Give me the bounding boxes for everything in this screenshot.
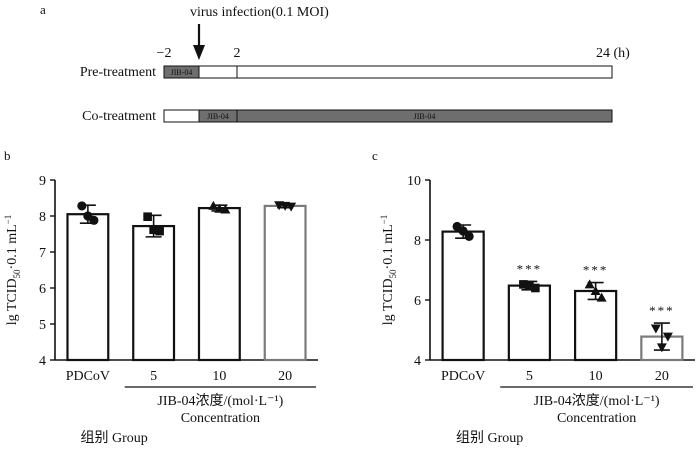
y-axis-label-main: lg TCID [381, 278, 396, 325]
y-axis-label-sub: 50 [388, 269, 398, 279]
bar [441, 230, 485, 362]
data-point [214, 203, 225, 213]
infection-arrow [193, 24, 205, 60]
data-point [286, 202, 297, 212]
significance-label: *** [517, 261, 543, 276]
y-axis-label-sub: 50 [12, 269, 22, 279]
data-point [149, 225, 158, 234]
x-axis-label-line: JIB-04浓度/(mol·L⁻¹) [534, 393, 660, 409]
y-axis-label: lg TCID50·0.1 mL−1 [3, 215, 22, 326]
x-tick-label: 20 [655, 369, 669, 384]
y-tick-label: 8 [39, 210, 46, 225]
data-point [280, 201, 291, 211]
data-point [662, 332, 673, 342]
y-tick-label: 8 [414, 234, 421, 249]
time-tick-label: 2 [234, 46, 241, 61]
x-axis-label-line: Concentration [557, 411, 636, 426]
y-tick-label: 5 [39, 318, 46, 333]
x-axis-label-line: 组别 Group [81, 430, 148, 446]
bar [507, 284, 552, 362]
y-axis-label-unit: ·0.1 mL [5, 224, 20, 269]
significance-label: *** [649, 303, 675, 318]
segment-label: JIB-04 [207, 112, 229, 121]
x-tick-label: PDCoV [441, 369, 485, 384]
bar [573, 289, 618, 362]
data-point [656, 343, 667, 353]
infection-label: virus infection(0.1 MOI) [190, 5, 329, 20]
timeline-row: Co-treatment JIB-04 JIB-04 [82, 109, 613, 124]
panel-letter: b [4, 148, 11, 163]
timeline-row: Pre-treatment JIB-04 [80, 65, 613, 80]
data-point [77, 201, 87, 211]
segment-label: JIB-04 [171, 68, 193, 77]
y-tick-label: 4 [39, 354, 46, 369]
data-point [531, 283, 540, 293]
y-tick-label: 6 [414, 294, 421, 309]
x-tick-label: PDCoV [66, 369, 110, 384]
bar [132, 224, 176, 362]
data-point [155, 226, 164, 236]
x-tick-label: 10 [212, 369, 226, 384]
y-tick-label: 10 [407, 174, 421, 189]
data-point [519, 280, 528, 289]
data-point [143, 212, 152, 222]
data-point [590, 286, 601, 295]
bar [66, 213, 110, 362]
y-tick-label: 4 [414, 354, 421, 369]
time-tick-label: 24 (h) [596, 46, 630, 61]
x-axis-label-line: JIB-04浓度/(mol·L⁻¹) [157, 393, 283, 409]
x-tick-label: 10 [589, 369, 603, 384]
row-label: Pre-treatment [80, 65, 156, 80]
timeline-segment [236, 65, 613, 79]
time-tick-label: −2 [157, 46, 172, 61]
panel-letter: c [372, 148, 378, 163]
data-point [525, 280, 534, 290]
panel-a-timeline: a virus infection(0.1 MOI) −2 2 24 (h) Pre… [40, 2, 630, 124]
significance-label: *** [583, 263, 609, 278]
timeline-segment [163, 109, 200, 123]
y-axis-label-unit: ·0.1 mL [381, 224, 396, 269]
data-point [83, 211, 93, 221]
y-tick-label: 6 [39, 282, 46, 297]
y-axis-label: lg TCID50·0.1 mL−1 [379, 215, 398, 326]
panel-a-letter: a [40, 2, 46, 17]
y-tick-label: 7 [39, 246, 46, 261]
row-label: Co-treatment [82, 109, 156, 124]
x-axis-label-line: Concentration [181, 411, 260, 426]
data-point [596, 292, 607, 302]
segment-label: JIB-04 [414, 112, 436, 121]
data-point [458, 226, 468, 236]
y-axis-label-main: lg TCID [5, 278, 20, 325]
data-point [584, 279, 595, 289]
y-axis-label-sup: −1 [379, 215, 389, 225]
data-point [208, 200, 219, 210]
x-axis-label-line: 组别 Group [456, 430, 523, 446]
data-point [464, 231, 474, 241]
data-point [650, 324, 661, 334]
x-tick-label: 20 [278, 369, 292, 384]
panel-c-chart: c 4 6 8 10 lg TCID50·0.1 mL−1 PDCoV *** 5 *** 10 **… [372, 148, 695, 446]
panel-b-chart: b 4 5 6 7 8 9 lg TCID50·0.1 mL−1 PDCoV 5 10 20 JIB-0… [3, 148, 318, 446]
bar [197, 206, 241, 362]
timeline-segment [236, 109, 613, 123]
x-tick-label: 5 [526, 369, 533, 384]
x-tick-label: 5 [150, 369, 157, 384]
y-axis-label-sup: −1 [3, 215, 13, 225]
bar [263, 204, 307, 362]
y-tick-label: 9 [39, 174, 46, 189]
timeline-segment [198, 65, 238, 79]
